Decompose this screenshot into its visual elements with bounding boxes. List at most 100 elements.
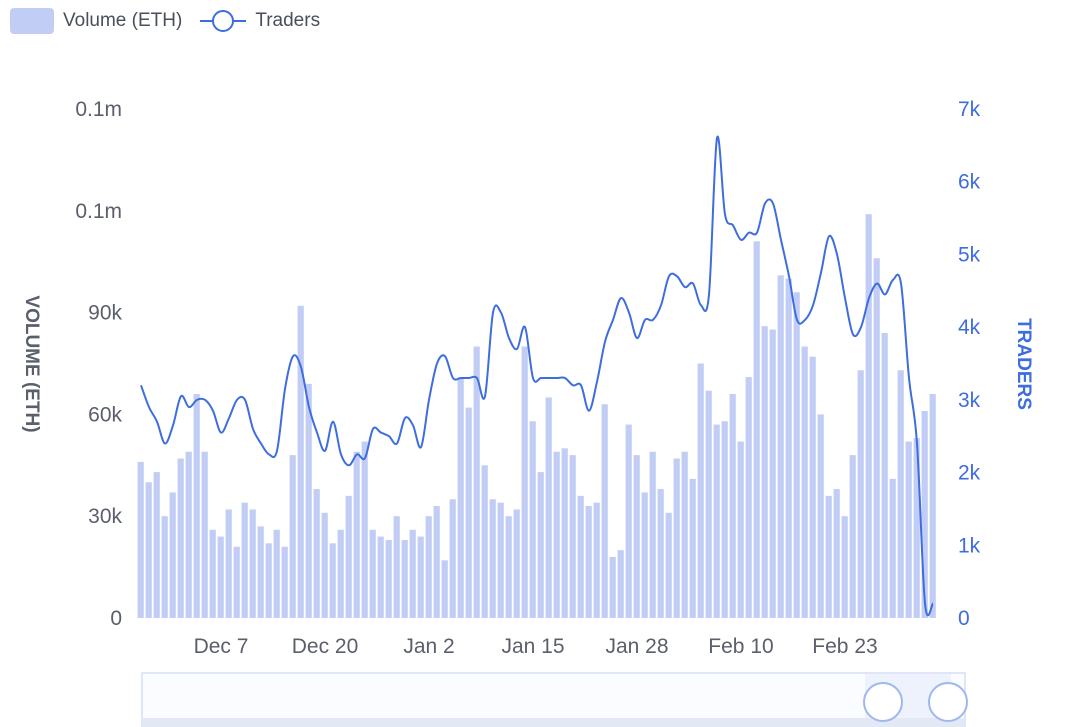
volume-bar[interactable] [409, 529, 416, 618]
volume-bar[interactable] [641, 492, 648, 618]
volume-bar[interactable] [649, 451, 656, 618]
volume-bar[interactable] [585, 506, 592, 618]
volume-bar[interactable] [329, 543, 336, 618]
volume-bar[interactable] [665, 512, 672, 618]
volume-bar[interactable] [857, 370, 864, 618]
volume-bar[interactable] [249, 509, 256, 618]
volume-bar[interactable] [817, 414, 824, 618]
volume-bar[interactable] [913, 438, 920, 618]
volume-bar[interactable] [481, 465, 488, 618]
volume-bar[interactable] [537, 472, 544, 618]
volume-bar[interactable] [321, 512, 328, 618]
volume-bar[interactable] [801, 346, 808, 618]
volume-bar[interactable] [153, 472, 160, 618]
volume-bar[interactable] [297, 305, 304, 618]
volume-bar[interactable] [161, 516, 168, 618]
volume-bar[interactable] [401, 539, 408, 618]
volume-bar[interactable] [281, 546, 288, 618]
volume-bar[interactable] [697, 363, 704, 619]
volume-bar[interactable] [681, 451, 688, 618]
volume-bar[interactable] [881, 332, 888, 618]
volume-bar[interactable] [497, 502, 504, 618]
volume-bar[interactable] [233, 546, 240, 618]
volume-bar[interactable] [265, 543, 272, 618]
volume-bar[interactable] [441, 560, 448, 618]
volume-bar[interactable] [737, 441, 744, 618]
volume-bar[interactable] [897, 370, 904, 618]
volume-bar[interactable] [369, 529, 376, 618]
volume-bar[interactable] [313, 489, 320, 618]
volume-bar[interactable] [601, 404, 608, 618]
volume-bar[interactable] [137, 461, 144, 618]
volume-bar[interactable] [545, 397, 552, 618]
volume-bar[interactable] [825, 495, 832, 618]
volume-bar[interactable] [169, 492, 176, 618]
volume-bar[interactable] [361, 441, 368, 618]
volume-bar[interactable] [833, 489, 840, 618]
volume-bar[interactable] [745, 377, 752, 618]
range-slider[interactable] [141, 672, 968, 727]
volume-bar[interactable] [561, 448, 568, 618]
volume-bar[interactable] [617, 550, 624, 618]
volume-bar[interactable] [185, 451, 192, 618]
volume-bar[interactable] [457, 377, 464, 618]
volume-bar[interactable] [593, 502, 600, 618]
volume-bar[interactable] [209, 529, 216, 618]
volume-bar[interactable] [449, 499, 456, 618]
volume-bar[interactable] [177, 458, 184, 618]
volume-bar[interactable] [393, 516, 400, 618]
volume-bar[interactable] [505, 516, 512, 618]
slider-handle-end[interactable] [928, 682, 968, 722]
volume-bar[interactable] [489, 499, 496, 618]
volume-bar[interactable] [785, 278, 792, 618]
volume-bar[interactable] [849, 455, 856, 618]
volume-bar[interactable] [921, 411, 928, 618]
volume-bar[interactable] [289, 455, 296, 618]
volume-bar[interactable] [513, 509, 520, 618]
volume-bar[interactable] [217, 536, 224, 618]
volume-bar[interactable] [529, 421, 536, 618]
slider-handle-start[interactable] [863, 682, 903, 722]
volume-bar[interactable] [241, 502, 248, 618]
volume-bar[interactable] [689, 478, 696, 618]
volume-bar[interactable] [713, 424, 720, 618]
volume-bar[interactable] [425, 516, 432, 618]
volume-bar[interactable] [305, 383, 312, 618]
volume-bar[interactable] [345, 495, 352, 618]
volume-bar[interactable] [609, 556, 616, 618]
volume-bar[interactable] [841, 516, 848, 618]
volume-bar[interactable] [729, 394, 736, 618]
volume-bar[interactable] [705, 390, 712, 618]
volume-bar[interactable] [889, 478, 896, 618]
volume-bar[interactable] [337, 529, 344, 618]
volume-bar[interactable] [225, 509, 232, 618]
volume-bar[interactable] [777, 275, 784, 618]
volume-bar[interactable] [577, 495, 584, 618]
volume-bar[interactable] [553, 451, 560, 618]
volume-bar[interactable] [353, 451, 360, 618]
volume-bar[interactable] [569, 455, 576, 618]
volume-bar[interactable] [673, 458, 680, 618]
volume-bar[interactable] [865, 214, 872, 618]
volume-bar[interactable] [473, 346, 480, 618]
volume-bar[interactable] [145, 482, 152, 618]
volume-bar[interactable] [193, 394, 200, 618]
legend-item-traders[interactable]: Traders [200, 8, 320, 34]
volume-bar[interactable] [761, 326, 768, 618]
volume-bar[interactable] [769, 329, 776, 618]
volume-bar[interactable] [873, 258, 880, 618]
volume-bar[interactable] [633, 455, 640, 618]
volume-bar[interactable] [377, 536, 384, 618]
volume-bar[interactable] [657, 489, 664, 618]
volume-bar[interactable] [385, 539, 392, 618]
legend-item-volume[interactable]: Volume (ETH) [10, 8, 182, 34]
volume-bar[interactable] [417, 536, 424, 618]
volume-bar[interactable] [721, 421, 728, 618]
volume-bar[interactable] [753, 241, 760, 618]
volume-bar[interactable] [257, 526, 264, 618]
volume-bar[interactable] [793, 292, 800, 618]
volume-bar[interactable] [625, 424, 632, 618]
volume-bar[interactable] [809, 356, 816, 618]
volume-bar[interactable] [929, 394, 936, 618]
volume-bar[interactable] [521, 346, 528, 618]
